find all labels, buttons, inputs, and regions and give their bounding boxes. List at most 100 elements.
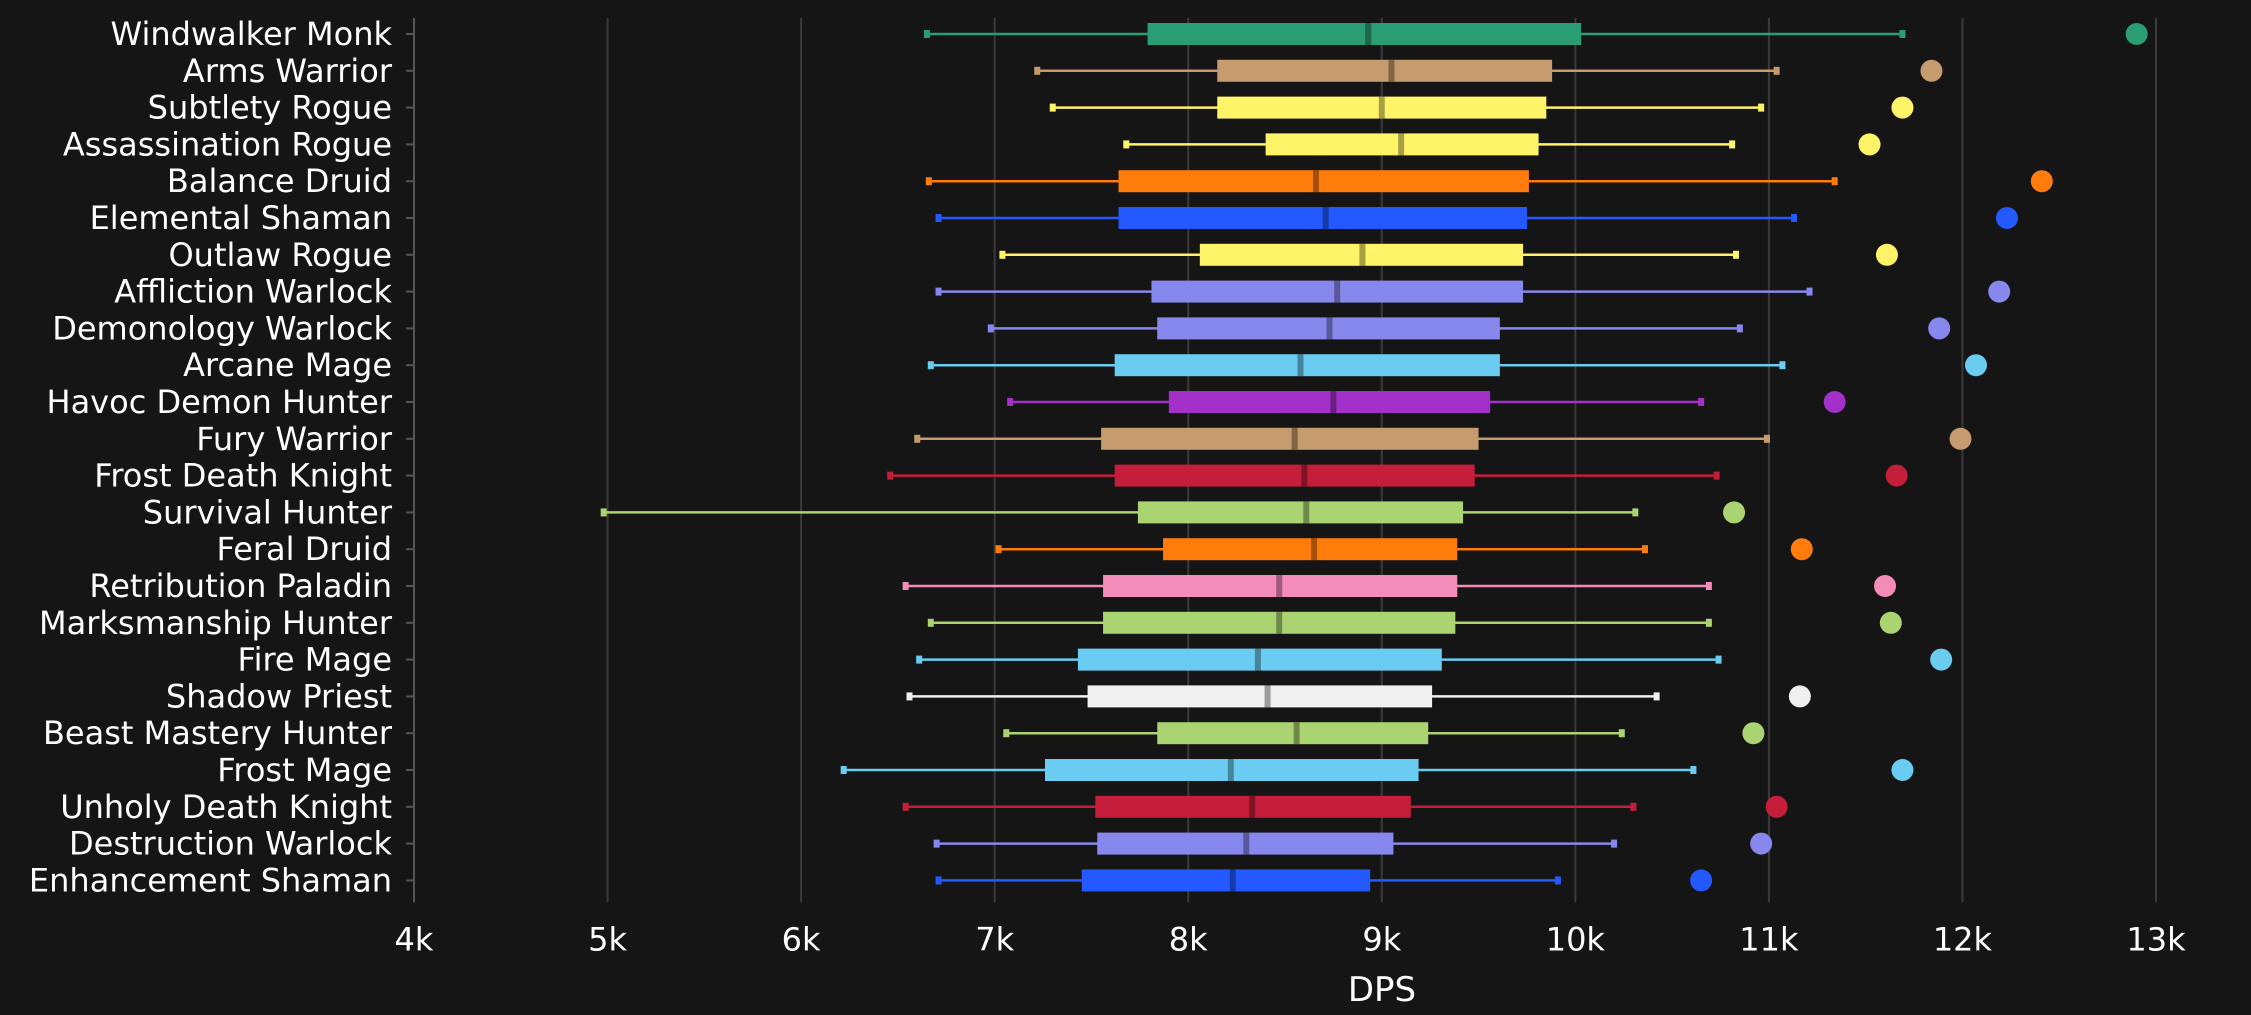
category-label-demonology-warlock: Demonology Warlock bbox=[52, 309, 392, 347]
box-frost-death-knight bbox=[887, 464, 1908, 487]
category-label-feral-druid: Feral Druid bbox=[217, 530, 392, 568]
whisker-max-cap-unholy-death-knight bbox=[1630, 802, 1637, 811]
whisker-min-cap-feral-druid bbox=[995, 545, 1002, 554]
whisker-min-cap-demonology-warlock bbox=[987, 324, 994, 333]
whisker-max-cap-subtlety-rogue bbox=[1758, 103, 1765, 112]
x-tick-label-5k: 5k bbox=[588, 920, 627, 958]
box-assassination-rogue bbox=[1123, 133, 1881, 156]
median-mark-havoc-demon-hunter bbox=[1330, 391, 1337, 413]
whisker-max-cap-survival-hunter bbox=[1632, 508, 1639, 517]
median-mark-arcane-mage bbox=[1297, 354, 1304, 377]
iqr-box-arms-warrior bbox=[1217, 59, 1553, 82]
max-point-demonology-warlock bbox=[1928, 317, 1951, 340]
whisker-min-cap-retribution-paladin bbox=[902, 582, 909, 590]
box-series bbox=[600, 23, 2148, 892]
median-mark-elemental-shaman bbox=[1322, 207, 1329, 229]
iqr-box-retribution-paladin bbox=[1103, 575, 1458, 597]
iqr-box-frost-death-knight bbox=[1114, 464, 1475, 487]
box-fury-warrior bbox=[914, 427, 1972, 450]
whisker-max-cap-arcane-mage bbox=[1779, 361, 1786, 370]
category-label-retribution-paladin: Retribution Paladin bbox=[89, 567, 392, 605]
y-axis bbox=[406, 18, 415, 903]
box-beast-mastery-hunter bbox=[1003, 722, 1765, 745]
iqr-box-fire-mage bbox=[1077, 648, 1442, 671]
x-axis-title: DPS bbox=[1348, 970, 1416, 1010]
whisker-max-cap-fire-mage bbox=[1715, 655, 1722, 664]
whisker-min-cap-unholy-death-knight bbox=[902, 802, 909, 811]
whisker-max-cap-marksmanship-hunter bbox=[1705, 618, 1712, 627]
iqr-box-havoc-demon-hunter bbox=[1168, 391, 1491, 413]
whisker-max-cap-destruction-warlock bbox=[1611, 839, 1618, 848]
box-arms-warrior bbox=[1034, 59, 1943, 82]
median-mark-balance-druid bbox=[1312, 170, 1319, 193]
iqr-box-outlaw-rogue bbox=[1199, 243, 1524, 266]
box-fire-mage bbox=[916, 648, 1953, 671]
box-survival-hunter bbox=[600, 501, 1746, 524]
category-label-unholy-death-knight: Unholy Death Knight bbox=[60, 788, 392, 826]
x-tick-label-6k: 6k bbox=[782, 920, 821, 958]
median-mark-windwalker-monk bbox=[1365, 23, 1372, 45]
category-label-destruction-warlock: Destruction Warlock bbox=[69, 825, 392, 863]
category-label-outlaw-rogue: Outlaw Rogue bbox=[168, 236, 392, 274]
max-point-elemental-shaman bbox=[1995, 207, 2018, 229]
whisker-max-cap-frost-mage bbox=[1690, 766, 1697, 774]
category-label-havoc-demon-hunter: Havoc Demon Hunter bbox=[47, 383, 393, 421]
whisker-min-cap-elemental-shaman bbox=[935, 214, 942, 222]
whisker-min-cap-arms-warrior bbox=[1034, 66, 1041, 75]
max-point-subtlety-rogue bbox=[1891, 96, 1914, 119]
whisker-min-cap-balance-druid bbox=[925, 177, 932, 186]
category-label-elemental-shaman: Elemental Shaman bbox=[90, 199, 392, 237]
median-mark-retribution-paladin bbox=[1276, 575, 1283, 597]
max-point-balance-druid bbox=[2030, 170, 2053, 193]
whisker-max-cap-elemental-shaman bbox=[1791, 214, 1798, 222]
median-mark-destruction-warlock bbox=[1243, 832, 1250, 855]
box-balance-druid bbox=[925, 170, 2053, 193]
whisker-min-cap-destruction-warlock bbox=[933, 839, 940, 848]
median-mark-frost-death-knight bbox=[1301, 464, 1308, 487]
category-label-shadow-priest: Shadow Priest bbox=[166, 677, 392, 715]
iqr-box-beast-mastery-hunter bbox=[1157, 722, 1429, 745]
box-outlaw-rogue bbox=[999, 243, 1898, 266]
iqr-box-fury-warrior bbox=[1101, 427, 1479, 450]
iqr-box-enhancement-shaman bbox=[1081, 869, 1371, 892]
median-mark-unholy-death-knight bbox=[1249, 795, 1256, 818]
box-elemental-shaman bbox=[935, 207, 2018, 229]
iqr-box-shadow-priest bbox=[1087, 685, 1433, 708]
median-mark-fury-warrior bbox=[1291, 427, 1298, 450]
x-tick-label-8k: 8k bbox=[1169, 920, 1208, 958]
whisker-max-cap-havoc-demon-hunter bbox=[1698, 398, 1705, 406]
category-label-arms-warrior: Arms Warrior bbox=[183, 52, 393, 90]
x-tick-label-9k: 9k bbox=[1362, 920, 1401, 958]
whisker-min-cap-fire-mage bbox=[916, 655, 923, 664]
box-shadow-priest bbox=[906, 685, 1811, 708]
whisker-max-cap-fury-warrior bbox=[1763, 434, 1770, 443]
category-label-marksmanship-hunter: Marksmanship Hunter bbox=[39, 604, 393, 642]
whisker-max-cap-balance-druid bbox=[1831, 177, 1838, 186]
category-label-fury-warrior: Fury Warrior bbox=[196, 420, 393, 458]
box-frost-mage bbox=[840, 759, 1914, 781]
whisker-min-cap-havoc-demon-hunter bbox=[1007, 398, 1014, 406]
whisker-min-cap-enhancement-shaman bbox=[935, 876, 942, 885]
x-axis-ticks: 4k 5k 6k 7k 8k 9k 10k 11k 12k 13k bbox=[395, 920, 2187, 958]
x-tick-label-13k: 13k bbox=[2126, 920, 2186, 958]
whisker-min-cap-shadow-priest bbox=[906, 692, 913, 701]
category-label-frost-death-knight: Frost Death Knight bbox=[94, 457, 392, 495]
whisker-max-cap-shadow-priest bbox=[1653, 692, 1660, 701]
iqr-box-marksmanship-hunter bbox=[1103, 611, 1456, 634]
category-label-beast-mastery-hunter: Beast Mastery Hunter bbox=[43, 714, 393, 752]
iqr-box-survival-hunter bbox=[1137, 501, 1464, 524]
category-label-affliction-warlock: Affliction Warlock bbox=[114, 273, 392, 311]
iqr-box-demonology-warlock bbox=[1157, 317, 1500, 340]
box-destruction-warlock bbox=[933, 832, 1773, 855]
whisker-min-cap-frost-death-knight bbox=[887, 471, 894, 480]
box-subtlety-rogue bbox=[1049, 96, 1914, 119]
category-label-windwalker-monk: Windwalker Monk bbox=[111, 15, 393, 53]
median-mark-outlaw-rogue bbox=[1359, 243, 1366, 266]
whisker-min-cap-survival-hunter bbox=[600, 508, 607, 517]
box-enhancement-shaman bbox=[935, 869, 1713, 892]
category-label-subtlety-rogue: Subtlety Rogue bbox=[148, 89, 392, 127]
max-point-destruction-warlock bbox=[1750, 832, 1773, 855]
whisker-max-cap-enhancement-shaman bbox=[1554, 876, 1561, 885]
max-point-unholy-death-knight bbox=[1765, 795, 1788, 818]
box-retribution-paladin bbox=[902, 575, 1897, 597]
